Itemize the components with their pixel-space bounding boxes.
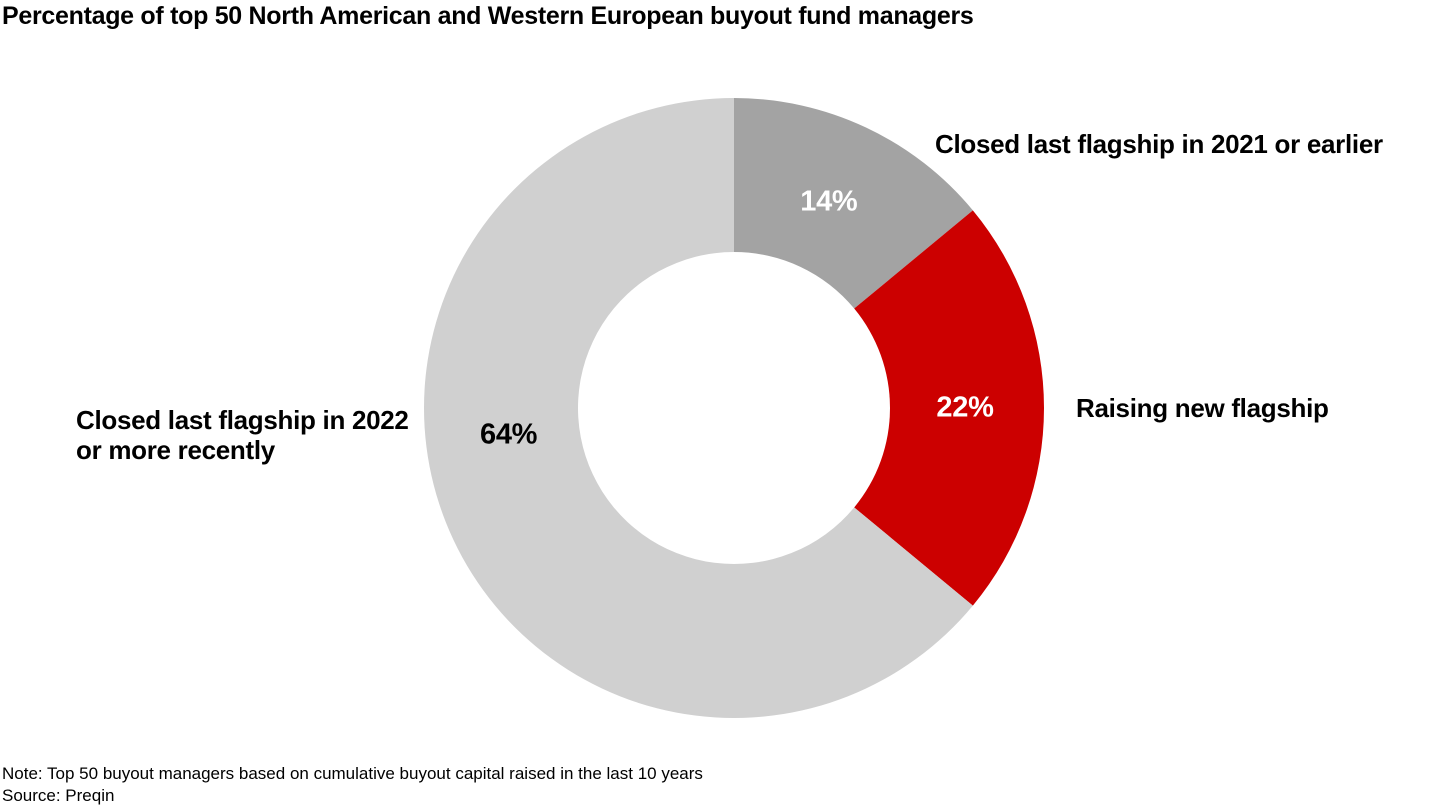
donut-segment-1 (854, 210, 1044, 606)
chart-title: Percentage of top 50 North American and … (2, 2, 974, 30)
donut-segment-2 (424, 98, 973, 718)
chart-note: Note: Top 50 buyout managers based on cu… (2, 764, 703, 783)
segment-label-raising-new-flagship: Raising new flagship (1076, 393, 1329, 423)
segment-value-label-0: 14% (800, 185, 858, 218)
segment-value-label-2: 64% (480, 418, 538, 451)
donut-svg (424, 98, 1044, 718)
donut-segment-0 (734, 98, 973, 309)
segment-value-label-1: 22% (936, 391, 994, 424)
segment-label-closed-2021-or-earlier: Closed last flagship in 2021 or earlier (935, 129, 1383, 159)
chart-source: Source: Preqin (2, 786, 115, 805)
segment-label-closed-2022-or-more-recently: Closed last flagship in 2022 or more rec… (76, 405, 409, 465)
chart-footer: Note: Top 50 buyout managers based on cu… (2, 763, 703, 807)
